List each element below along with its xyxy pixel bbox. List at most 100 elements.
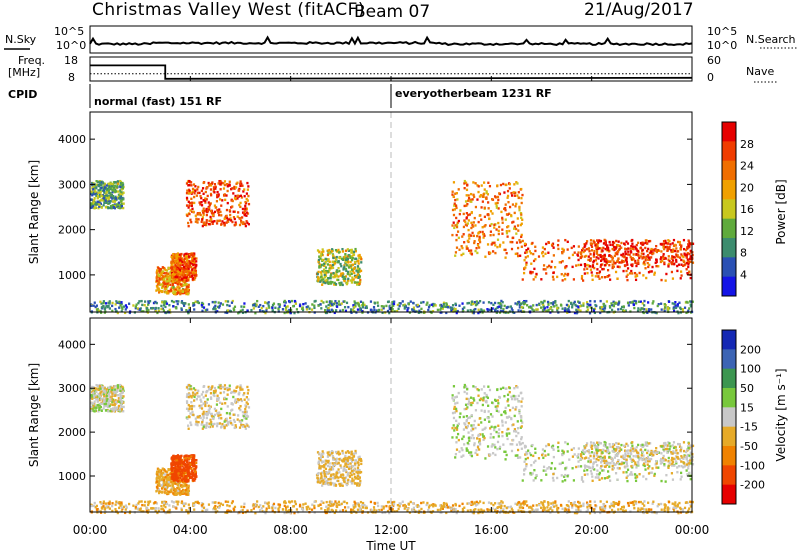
power-cell <box>338 269 341 273</box>
power-cell <box>626 267 630 270</box>
velocity-cell <box>119 394 122 398</box>
power-cell <box>408 311 412 314</box>
power-cell <box>323 262 326 266</box>
power-cell <box>668 246 671 249</box>
power-cell <box>520 245 523 248</box>
velocity-cell <box>334 450 338 454</box>
power-cell <box>571 253 575 257</box>
velocity-cell <box>189 463 192 466</box>
power-cell <box>561 279 564 282</box>
power-cell <box>454 302 457 305</box>
power-cell <box>264 301 267 304</box>
power-cell <box>343 264 346 267</box>
power-cell <box>339 274 342 277</box>
power-cell <box>191 262 194 265</box>
velocity-cell <box>163 488 166 491</box>
power-cell <box>195 218 198 222</box>
power-cell <box>360 261 363 264</box>
power-cell <box>635 243 638 247</box>
power-cell <box>360 257 363 261</box>
velocity-cell <box>188 466 191 470</box>
power-cell <box>331 260 334 264</box>
power-cell <box>170 264 173 268</box>
power-cell <box>543 299 546 303</box>
power-cell <box>490 243 493 246</box>
velocity-cell <box>191 455 195 458</box>
power-cell <box>512 227 516 230</box>
power-cell <box>680 253 683 256</box>
power-cell <box>337 266 340 270</box>
noise-left-tick-top: 10^5 <box>54 25 84 38</box>
power-cell <box>190 197 193 201</box>
power-cell <box>115 185 119 188</box>
power-cell <box>521 239 524 243</box>
power-cell <box>676 250 679 253</box>
power-cell <box>201 187 205 190</box>
power-cell <box>98 205 101 208</box>
power-cell <box>170 255 173 259</box>
power-cell <box>168 303 171 307</box>
power-cell <box>185 282 188 286</box>
power-cell <box>663 303 666 306</box>
power-cell <box>255 303 258 306</box>
power-cell <box>111 184 114 188</box>
power-cell <box>223 193 226 196</box>
power-cell <box>165 276 168 279</box>
power-cell <box>589 299 592 303</box>
power-cell <box>187 200 190 204</box>
power-cell <box>403 307 406 310</box>
power-cell <box>245 197 248 201</box>
velocity-cell <box>191 394 195 397</box>
power-cell <box>484 224 487 227</box>
power-cell <box>161 270 165 273</box>
power-cell <box>111 204 114 208</box>
power-cell <box>672 309 676 312</box>
power-cell <box>231 187 234 190</box>
power-cell <box>210 218 213 221</box>
power-cell <box>603 260 606 263</box>
velocity-cell <box>94 390 97 393</box>
power-cell <box>477 190 480 194</box>
power-cell <box>613 301 616 305</box>
power-cell <box>451 224 454 227</box>
power-cell <box>327 252 330 255</box>
power-cell <box>172 275 175 279</box>
power-cell <box>105 304 108 308</box>
power-cell <box>157 307 160 310</box>
power-cell <box>630 251 633 254</box>
power-cell <box>603 264 607 267</box>
power-cell <box>369 300 373 303</box>
velocity-cell <box>183 492 186 495</box>
power-cell <box>605 249 609 252</box>
power-cell <box>184 288 187 291</box>
power-cell <box>623 247 627 250</box>
velocity-cell <box>185 386 189 389</box>
power-cell <box>691 242 695 245</box>
power-cell <box>128 302 131 305</box>
power-cell <box>211 222 214 226</box>
velocity-cell <box>107 410 110 413</box>
power-cell <box>185 276 188 279</box>
power-cell <box>271 303 275 307</box>
power-cell <box>456 221 459 224</box>
power-cell <box>518 209 521 212</box>
power-cell <box>188 265 191 268</box>
power-cell <box>585 301 589 304</box>
power-cell <box>185 267 188 271</box>
power-cell <box>247 194 250 198</box>
velocity-cell <box>205 416 208 420</box>
velocity-cell <box>341 449 344 453</box>
power-cell <box>221 199 224 202</box>
velocity-cell <box>217 398 220 401</box>
power-cell <box>192 259 195 263</box>
power-cell <box>579 309 582 312</box>
power-cell <box>489 210 493 213</box>
velocity-cell <box>158 470 161 474</box>
power-cell <box>134 306 137 310</box>
velocity-cell <box>191 458 194 462</box>
power-cell <box>317 270 320 274</box>
power-cell <box>686 247 689 250</box>
power-cell <box>363 303 366 307</box>
power-cell <box>401 300 404 303</box>
